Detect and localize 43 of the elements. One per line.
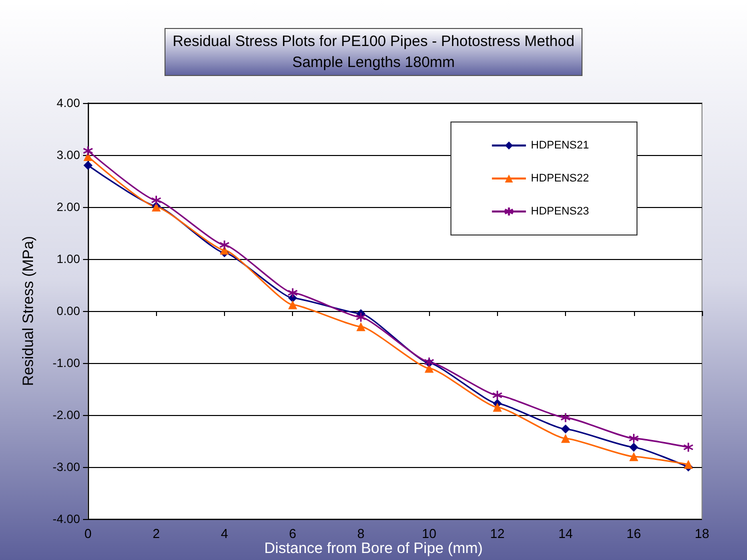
y-tick-label: 1.00: [56, 252, 80, 266]
point: [684, 460, 693, 469]
legend-label: HDPENS23: [530, 206, 589, 218]
x-tick-label: 14: [558, 526, 573, 541]
point: [492, 402, 502, 412]
y-tick-label: 4.00: [56, 96, 80, 110]
point: [84, 160, 92, 170]
x-tick-label: 8: [357, 526, 365, 541]
point: [287, 288, 298, 298]
x-axis-title: Distance from Bore of Pipe (mm): [264, 540, 483, 557]
chart-title: Residual Stress Plots for PE100 Pipes - Photostress Method Sample Lengths 180mm: [172, 33, 574, 71]
x-tick-label: 16: [626, 526, 642, 541]
x-tick-label: 18: [694, 526, 710, 541]
point: [561, 424, 570, 434]
y-tick-label: 3.00: [56, 148, 80, 162]
point: [561, 434, 570, 443]
x-tick-label: 6: [289, 526, 296, 541]
point: [219, 240, 230, 250]
point: [356, 322, 366, 332]
y-tick-label: 0.00: [56, 304, 80, 318]
point: [288, 300, 298, 310]
x-tick-label: 0: [84, 526, 92, 541]
legend-label: HDPENS22: [530, 172, 589, 184]
point: [628, 433, 640, 444]
y-tick-label: 2.00: [56, 200, 80, 214]
x-tick-label: 2: [152, 526, 160, 541]
point: [629, 452, 638, 462]
point: [683, 442, 694, 452]
point: [629, 442, 638, 452]
point: [492, 390, 503, 400]
legend-label: HDPENS21: [530, 140, 589, 152]
point: [560, 412, 571, 423]
x-tick-label: 4: [220, 526, 228, 541]
x-tick-label: 12: [490, 526, 505, 541]
point: [82, 146, 94, 156]
y-tick-label: -2.00: [52, 408, 80, 422]
y-tick-label: -3.00: [52, 460, 80, 474]
x-tick-label: 10: [422, 526, 436, 541]
y-tick-label: -4.00: [52, 512, 80, 526]
y-tick-label: -1.00: [52, 356, 80, 370]
point: [356, 312, 366, 322]
y-axis-title: Residual Stress (MPa): [20, 236, 37, 386]
point: [150, 194, 162, 206]
